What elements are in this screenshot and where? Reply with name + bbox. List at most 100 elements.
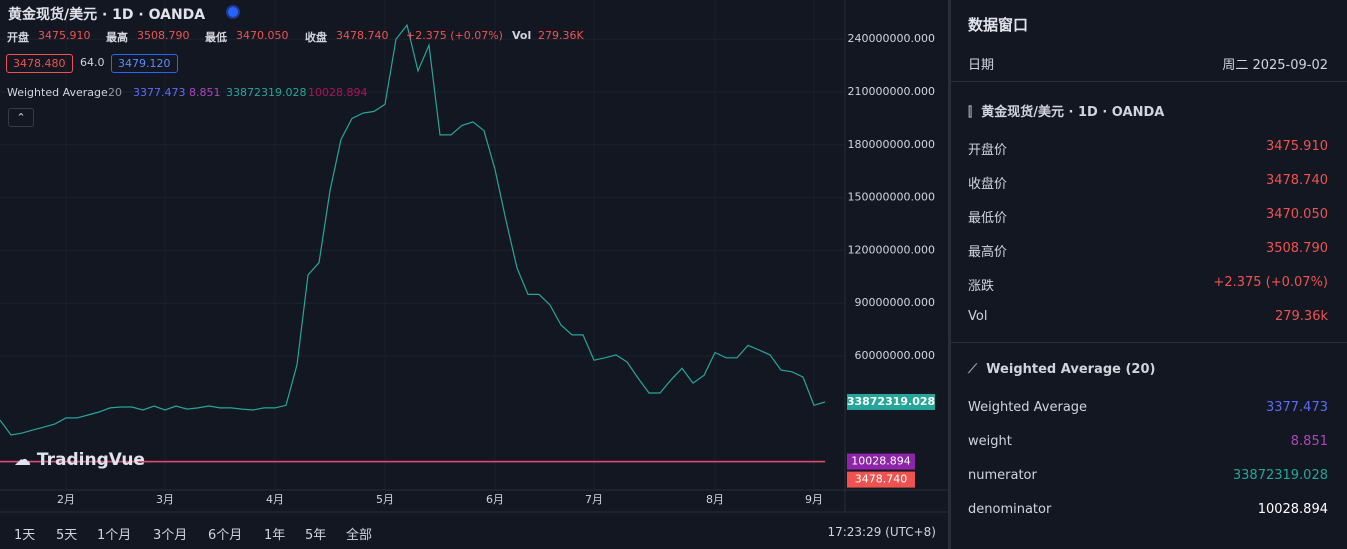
- ohlc-value: 3470.050: [236, 29, 289, 42]
- series-line: [0, 23, 826, 436]
- range-button[interactable]: 6个月: [208, 528, 243, 543]
- range-button[interactable]: 1个月: [97, 528, 132, 543]
- last-value-label: 33872319.028: [847, 395, 935, 408]
- indicator-row: Weighted Average 3377.473: [968, 400, 1328, 415]
- data-row: 开盘价 3475.910: [968, 139, 1328, 158]
- label: 开盘价: [968, 143, 1008, 158]
- range-button[interactable]: 5年: [305, 528, 327, 543]
- label: Weighted Average: [968, 400, 1088, 415]
- date-row: 日期 周二 2025-09-02: [968, 54, 1328, 73]
- y-tick-label: 210000000.000: [848, 85, 935, 98]
- level-label: 3478.740: [855, 473, 908, 486]
- ohlc-label: 开盘: [7, 31, 29, 44]
- x-tick-label: 4月: [266, 493, 284, 506]
- range-button[interactable]: 1年: [264, 528, 286, 543]
- level-label: 10028.894: [851, 455, 911, 468]
- line-icon: ⟋: [968, 362, 978, 377]
- logo-text: TradingVue: [36, 450, 145, 470]
- data-row: 最高价 3508.790: [968, 241, 1328, 260]
- indicator-row: denominator 10028.894: [968, 502, 1328, 517]
- value: 3470.050: [1265, 207, 1328, 222]
- data-row: Vol 279.36k: [968, 309, 1328, 324]
- logo: ☁ TradingVue: [14, 450, 145, 470]
- y-tick-label: 60000000.000: [855, 349, 935, 362]
- spread: 64.0: [80, 56, 105, 69]
- value: 10028.894: [1257, 502, 1328, 517]
- range-button[interactable]: 全部: [346, 528, 373, 543]
- indicator-value: 8.851: [189, 86, 221, 99]
- indicator-value: 10028.894: [308, 86, 368, 99]
- x-tick-label: 3月: [156, 493, 174, 506]
- value: 3478.740: [1265, 173, 1328, 188]
- change: +2.375 (+0.07%): [406, 29, 503, 42]
- separator: [951, 342, 1347, 343]
- symbol-row: ⫿ 黄金现货/美元 · 1D · OANDA: [968, 101, 1328, 120]
- ask-box: 3479.120: [111, 54, 178, 73]
- indicator-name: Weighted Average: [7, 86, 108, 99]
- chart-pane: 2月 3月 4月 5月 6月 7月 8月 9月 60000000.000 90000000.000…: [0, 0, 948, 543]
- y-tick-label: 180000000.000: [848, 138, 935, 151]
- data-row: 涨跌 +2.375 (+0.07%): [968, 275, 1328, 294]
- y-tick-label: 240000000.000: [848, 32, 935, 45]
- ohlc-value: 3478.740: [336, 29, 389, 42]
- y-tick-label: 150000000.000: [848, 191, 935, 204]
- collapse-button[interactable]: ⌃: [8, 108, 34, 127]
- x-tick-label: 2月: [57, 493, 75, 506]
- indicator-period: 20: [108, 86, 122, 99]
- clock: 17:23:29 (UTC+8): [827, 525, 936, 539]
- label: 最低价: [968, 211, 1008, 226]
- label: 最高价: [968, 245, 1008, 260]
- range-button[interactable]: 5天: [56, 528, 78, 543]
- label: denominator: [968, 502, 1052, 517]
- x-tick-label: 9月: [805, 493, 823, 506]
- label: weight: [968, 434, 1012, 449]
- x-tick-label: 7月: [585, 493, 603, 506]
- label: 收盘价: [968, 177, 1008, 192]
- vol-label: Vol: [512, 29, 532, 42]
- data-row: 收盘价 3478.740: [968, 173, 1328, 192]
- label: numerator: [968, 468, 1037, 483]
- x-tick-label: 5月: [376, 493, 394, 506]
- value: 8.851: [1290, 434, 1328, 449]
- x-tick-label: 8月: [706, 493, 724, 506]
- last-value-tag: [847, 393, 935, 410]
- ohlc-value: 3475.910: [38, 29, 91, 42]
- value: 33872319.028: [1232, 468, 1328, 483]
- divider: [948, 0, 951, 549]
- label: Vol: [968, 309, 988, 324]
- value: 3475.910: [1265, 139, 1328, 154]
- indicator-value: 33872319.028: [226, 86, 307, 99]
- value: 279.36k: [1274, 309, 1328, 324]
- indicator-title: Weighted Average (20): [986, 362, 1156, 377]
- ohlc-value: 3508.790: [137, 29, 190, 42]
- value: +2.375 (+0.07%): [1213, 275, 1328, 290]
- ohlc-label: 收盘: [305, 31, 327, 44]
- candle-icon: ⫿: [968, 105, 973, 120]
- y-tick-label: 120000000.000: [848, 243, 935, 256]
- ohlc-label: 最低: [205, 31, 227, 44]
- chart: 2月 3月 4月 5月 6月 7月 8月 9月 60000000.000 90000000.000…: [0, 0, 948, 513]
- range-button[interactable]: 1天: [14, 528, 36, 543]
- ohlc-label: 最高: [106, 31, 128, 44]
- value: 3377.473: [1265, 400, 1328, 415]
- status-dot: [226, 5, 240, 19]
- level-tag: [847, 471, 915, 488]
- symbol: 黄金现货/美元 · 1D · OANDA: [981, 105, 1165, 120]
- vol-value: 279.36K: [538, 29, 584, 42]
- data-row: 最低价 3470.050: [968, 207, 1328, 226]
- label: 日期: [968, 58, 995, 73]
- separator: [951, 81, 1347, 82]
- value: 周二 2025-09-02: [1222, 58, 1328, 73]
- label: 涨跌: [968, 279, 995, 294]
- x-tick-label: 6月: [486, 493, 504, 506]
- indicator-row: numerator 33872319.028: [968, 468, 1328, 483]
- indicator-value: 3377.473: [133, 86, 186, 99]
- panel-title: 数据窗口: [968, 16, 1029, 34]
- bid-box: 3478.480: [6, 54, 73, 73]
- level-tag: [847, 453, 915, 470]
- range-button[interactable]: 3个月: [153, 528, 188, 543]
- symbol-title: 黄金现货/美元 · 1D · OANDA: [8, 7, 206, 23]
- y-tick-label: 90000000.000: [855, 296, 935, 309]
